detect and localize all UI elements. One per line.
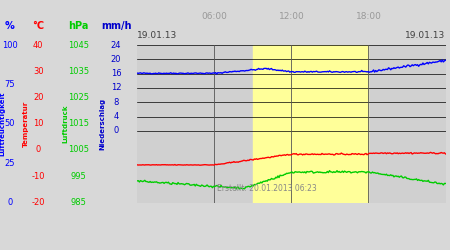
Text: 19.01.13: 19.01.13 [405, 31, 446, 40]
Text: Erstellt: 20.01.2013 06:23: Erstellt: 20.01.2013 06:23 [217, 184, 317, 193]
Text: mm/h: mm/h [101, 21, 131, 31]
Text: 24: 24 [111, 40, 122, 50]
Text: 20: 20 [111, 55, 122, 64]
Text: 12:00: 12:00 [279, 12, 304, 21]
Text: 12: 12 [111, 84, 122, 92]
Text: 0: 0 [113, 126, 119, 136]
Text: 1025: 1025 [68, 93, 89, 102]
Text: 06:00: 06:00 [202, 12, 227, 21]
Text: 75: 75 [4, 80, 15, 89]
Bar [253, 45, 369, 203]
Text: 19.01.13: 19.01.13 [137, 31, 177, 40]
Text: Luftfeuchtigkeit: Luftfeuchtigkeit [0, 92, 6, 156]
Text: Temperatur: Temperatur [22, 100, 29, 147]
Text: 995: 995 [71, 172, 86, 181]
Text: 16: 16 [111, 69, 122, 78]
Text: 40: 40 [33, 40, 44, 50]
Text: 8: 8 [113, 98, 119, 107]
Text: 1045: 1045 [68, 40, 89, 50]
Text: 1015: 1015 [68, 119, 89, 128]
Text: 100: 100 [2, 40, 18, 50]
Text: %: % [5, 21, 15, 31]
Text: 25: 25 [4, 159, 15, 168]
Text: -20: -20 [32, 198, 45, 207]
Text: 30: 30 [33, 67, 44, 76]
Text: -10: -10 [32, 172, 45, 181]
Text: 50: 50 [4, 119, 15, 128]
Text: 10: 10 [33, 119, 44, 128]
Text: 1035: 1035 [68, 67, 89, 76]
Text: 4: 4 [113, 112, 119, 121]
Text: Niederschlag: Niederschlag [99, 98, 106, 150]
Text: 20: 20 [33, 93, 44, 102]
Text: 0: 0 [36, 146, 41, 154]
Text: 0: 0 [7, 198, 13, 207]
Text: Luftdruck: Luftdruck [62, 104, 68, 143]
Text: 1005: 1005 [68, 146, 89, 154]
Text: °C: °C [32, 21, 44, 31]
Text: hPa: hPa [68, 21, 89, 31]
Text: 985: 985 [71, 198, 87, 207]
Text: 18:00: 18:00 [356, 12, 382, 21]
